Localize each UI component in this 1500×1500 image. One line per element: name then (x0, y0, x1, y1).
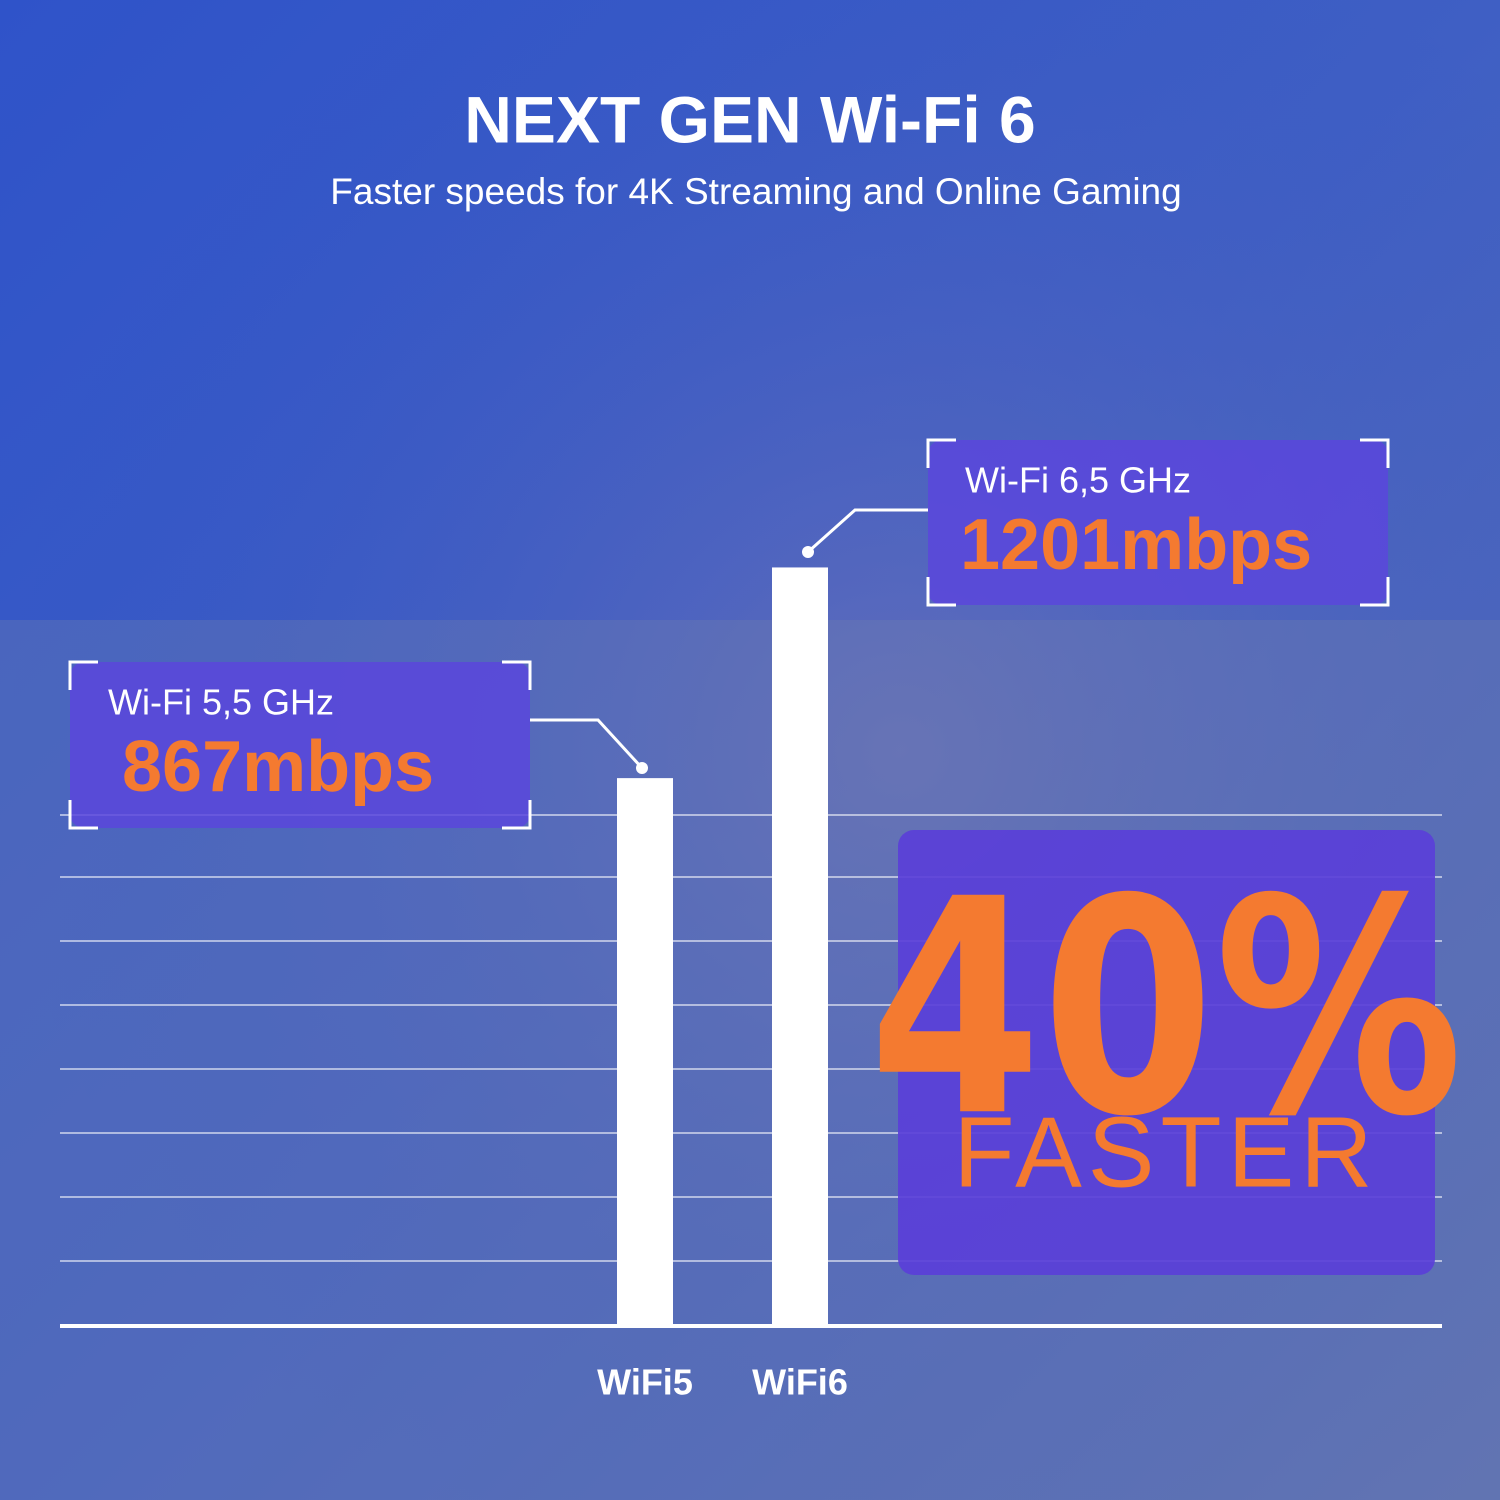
callout-brackets (926, 438, 1390, 607)
value-label: 867mbps (122, 727, 434, 807)
annotation-big: 40% (869, 836, 1464, 1182)
highlight-box (898, 830, 1435, 1275)
bar-label: Wi-Fi 6,5 GHz (965, 460, 1191, 501)
connector-dot (802, 546, 814, 558)
bar-label: Wi-Fi 5,5 GHz (108, 682, 334, 723)
bar (617, 778, 673, 1325)
callout-box (70, 662, 530, 828)
bar (772, 567, 828, 1325)
connector-dot (636, 762, 648, 774)
connector (807, 508, 928, 554)
callout-brackets (68, 660, 532, 830)
annotation-sub: FASTER (954, 1096, 1379, 1208)
title: NEXT GEN Wi-Fi 6 (464, 82, 1035, 156)
x-tick-label: WiFi5 (597, 1362, 693, 1403)
connector (530, 718, 644, 770)
x-tick-label: WiFi6 (752, 1362, 848, 1403)
subtitle: Faster speeds for 4K Streaming and Onlin… (330, 171, 1181, 212)
callout-box (928, 440, 1388, 605)
value-label: 1201mbps (960, 505, 1312, 585)
